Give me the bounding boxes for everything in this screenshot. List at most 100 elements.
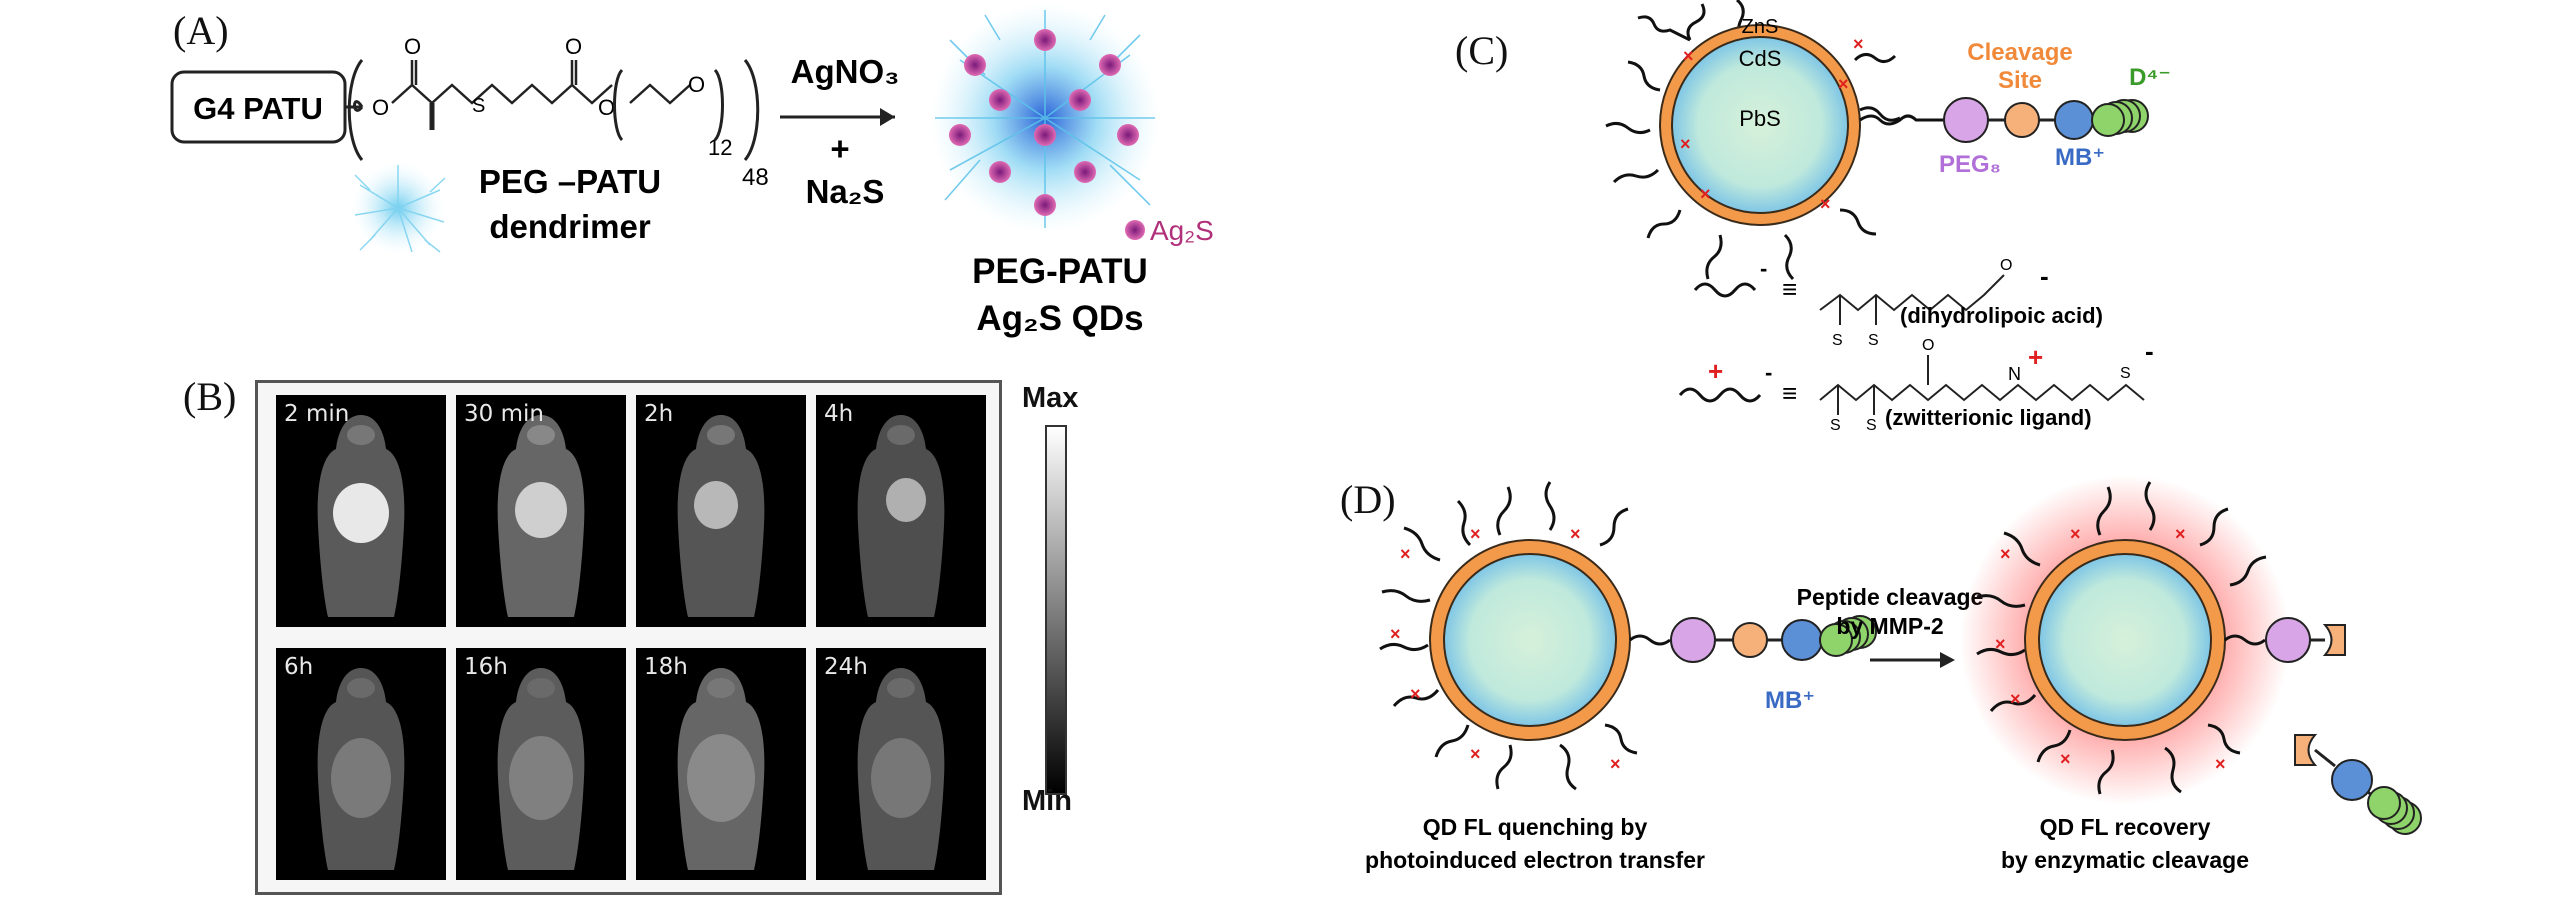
svg-text:×: × [1470,524,1481,544]
dhla-structure [1819,274,2005,312]
svg-text:×: × [2175,524,2186,544]
zwitterion-branches [1837,355,1929,415]
svg-text:×: × [1683,46,1694,66]
ag2s-legend-dot [1125,220,1145,240]
image-cell-5: 6h [276,648,446,880]
svg-text:×: × [1410,684,1421,704]
reagent-agno3: AgNO₃ [791,53,900,90]
mouse-silhouette [497,668,585,870]
cleavage-label-line2: Site [1998,67,2042,94]
ag2s-legend-label: Ag₂S [1150,215,1214,246]
ester-o-1: O [372,95,389,120]
left-d4-stack [1819,615,1877,657]
svg-text:×: × [1390,624,1401,644]
carbonyl-o-2: O [565,34,582,59]
dhla-equiv: ≡ [1782,274,1797,304]
time-label: 2 min [284,401,350,427]
mouse-silhouette [677,415,765,617]
carbonyl-o-1: O [404,34,421,59]
zwitterion-n-plus: + [2028,342,2043,372]
right-qd-ligands [1976,481,2267,795]
left-caption-line1: QD FL quenching by [1423,814,1648,840]
svg-text:×: × [1700,184,1711,204]
panel-label-a: (A) [173,8,229,53]
time-label: 2h [644,401,674,427]
qd-charges: ××× ××× [1680,34,1864,214]
left-caption-line2: photoinduced electron transfer [1365,847,1705,873]
scale-max-label: Max [1022,382,1079,414]
right-qd-charges: × × × × × × × [1995,524,2226,774]
svg-text:×: × [2010,689,2021,709]
left-cleave-bead [1732,622,1768,658]
mouse-silhouette [677,668,765,870]
small-dendrimer-icon [352,162,446,254]
imaging-panel: 2 min 30 min 2h 4h 6h [255,380,1002,895]
left-bracket [347,59,364,161]
cleavage-arrowhead [1940,652,1955,668]
dhla-name: (dihydrolipoic acid) [1900,303,2103,328]
dhla-s2: S [1868,332,1879,349]
mouse-silhouette [857,668,945,870]
fragment-mb-bead [2331,759,2373,801]
svg-text:×: × [1820,194,1831,214]
panel-c: ZnS CdS PbS ××× ××× Cleavage Site PEG₈ M… [1605,0,2171,434]
right-caption-line1: QD FL recovery [2040,814,2211,840]
zwitterion-equiv: ≡ [1782,378,1797,408]
left-qd-ligands [1379,481,1638,791]
reaction-arrowhead [880,108,895,126]
fragment-cleaved-half [2294,734,2318,766]
peg-o: O [688,72,705,97]
right-qd-core [2038,553,2212,727]
zwitterion-structure [1819,383,2145,402]
zwitterion-so3-charge: - [2145,336,2154,366]
zwitterion-o: O [1922,337,1934,354]
reagent-plus: + [830,130,849,167]
repeat-subscript: 12 [708,135,732,160]
repeat-outer: 48 [742,164,769,191]
right-caption-line2: by enzymatic cleavage [2001,847,2249,873]
mouse-silhouette [497,415,585,617]
dhla-minus: - [1760,256,1767,281]
svg-text:×: × [1570,524,1581,544]
zwitterion-so3: S [2120,365,2131,382]
product-line2: Ag₂S QDs [976,299,1143,338]
image-cell-8: 24h [816,648,986,880]
dhla-charge: - [2040,261,2049,291]
d4-label: D⁴⁻ [2129,64,2171,91]
bond-linker [345,100,364,112]
time-label: 16h [464,654,508,680]
carbonyl-2 [570,60,578,85]
backbone-chain [391,83,613,105]
dhla-o: O [2000,257,2012,274]
scale-min-label: Min [1022,785,1072,817]
svg-text:×: × [1838,74,1849,94]
fragment-d4-stack [2367,786,2422,835]
image-cell-6: 16h [456,648,626,880]
g4-patu-label: G4 PATU [193,91,323,126]
zwitterion-s2: S [1866,417,1877,434]
zwitterion-minus: - [1765,360,1772,385]
cleavage-arrow-line1: Peptide cleavage [1797,584,1984,610]
qd-core [1671,36,1849,214]
left-peptide-linker [1629,634,1671,646]
mouse-silhouette [857,415,945,617]
dhla-ligand-icon [1693,282,1757,298]
cleavage-site-bead [2004,102,2040,138]
image-cell-2: 30 min [456,395,626,627]
peg8-label: PEG₈ [1939,151,2001,178]
product-line1: PEG-PATU [972,252,1148,291]
time-label: 18h [644,654,688,680]
right-peg-bead [2265,617,2311,663]
right-cleaved-half [2322,624,2346,656]
svg-text:×: × [1995,634,2006,654]
right-peptide-linker [2224,634,2266,646]
qd-dendrimer-icon [930,3,1160,233]
image-cell-3: 2h [636,395,806,627]
zwitterion-ligand-icon [1678,387,1762,403]
left-peg-bead [1670,617,1716,663]
panel-d: × × × × × × × MB⁺ QD FL quenching by photoind… [1365,475,2422,873]
mb-bead [2054,100,2094,140]
dhla-thiols [1839,295,1877,325]
right-bracket [743,59,760,161]
layer-zns-label: ZnS [1742,16,1779,38]
